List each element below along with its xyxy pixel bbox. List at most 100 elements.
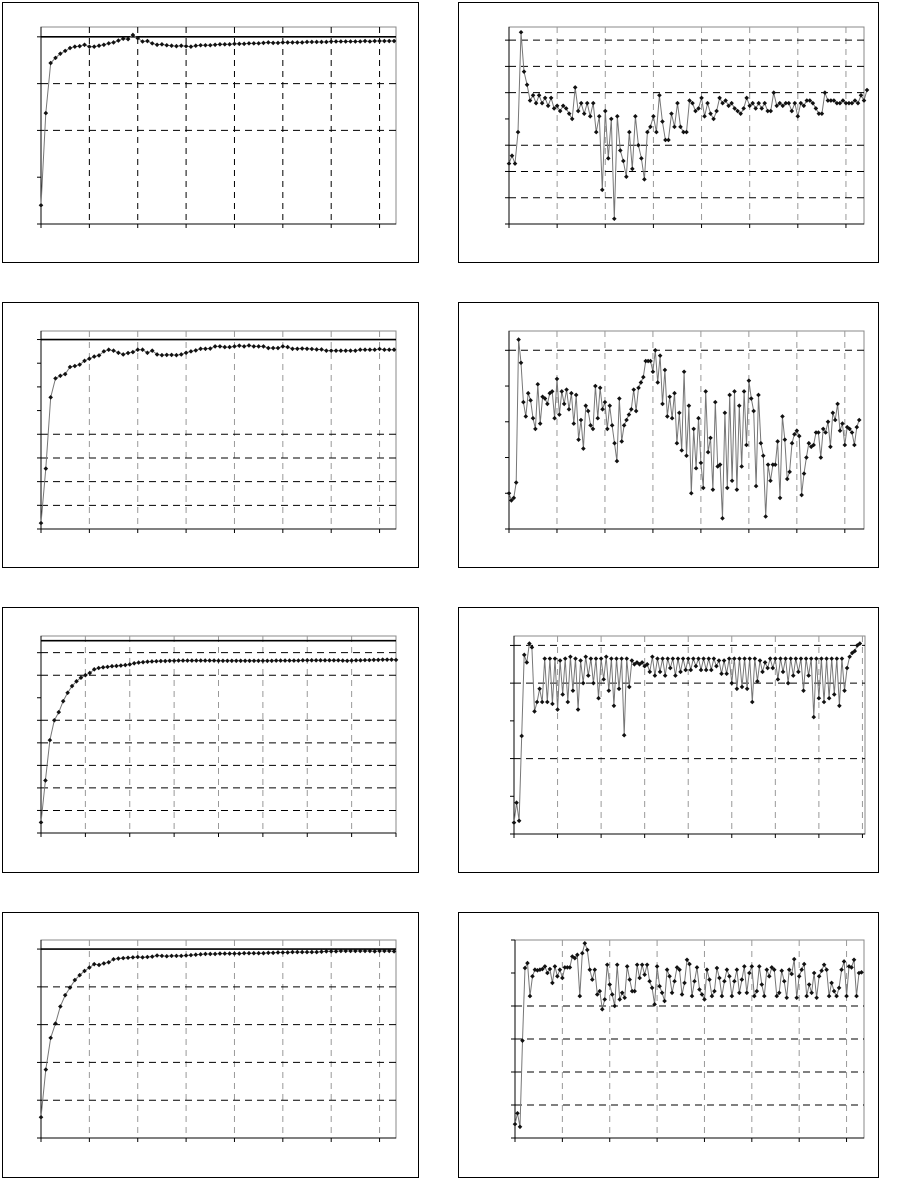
data-point	[535, 381, 541, 387]
data-point	[222, 344, 228, 350]
data-point	[164, 352, 170, 358]
data-point	[242, 658, 248, 664]
data-point	[131, 660, 137, 666]
data-point	[742, 656, 747, 661]
data-point	[824, 656, 829, 661]
data-point	[771, 90, 777, 95]
data-point	[785, 680, 791, 686]
data-point	[513, 480, 519, 485]
data-point	[183, 953, 189, 958]
data-point	[782, 437, 788, 442]
data-point	[744, 990, 750, 996]
data-point	[616, 686, 622, 692]
data-point	[552, 964, 558, 969]
data-point	[584, 947, 590, 953]
data-point	[818, 455, 824, 460]
data-point	[251, 41, 257, 46]
data-point	[811, 442, 816, 448]
data-point	[375, 657, 381, 663]
data-point	[703, 667, 709, 673]
data-point	[855, 100, 861, 106]
data-point	[227, 951, 232, 956]
data-point	[855, 643, 860, 648]
data-point	[207, 658, 212, 663]
data-point	[520, 1038, 525, 1043]
data-point	[629, 406, 634, 412]
data-point	[796, 433, 802, 439]
data-point	[669, 990, 675, 996]
data-point	[43, 778, 48, 783]
data-point	[755, 678, 760, 684]
line-chart-6	[510, 635, 866, 838]
data-point	[819, 968, 824, 973]
data-point	[849, 100, 855, 106]
data-point	[757, 964, 762, 969]
data-point	[236, 41, 242, 47]
data-point	[662, 998, 667, 1004]
data-point	[618, 148, 623, 153]
data-point	[696, 415, 701, 421]
data-point	[779, 968, 785, 973]
data-point	[48, 60, 53, 66]
data-point	[816, 111, 822, 116]
data-point	[290, 40, 295, 45]
data-point	[521, 399, 526, 405]
data-point	[135, 347, 141, 353]
data-point	[169, 953, 174, 959]
data-point	[593, 383, 598, 389]
data-point	[109, 663, 115, 669]
data-point	[767, 656, 773, 661]
data-point	[684, 957, 690, 963]
data-point	[528, 398, 533, 403]
data-point	[739, 684, 745, 690]
data-point	[846, 964, 852, 969]
data-point	[111, 40, 116, 45]
data-point	[801, 961, 807, 967]
data-point	[632, 661, 637, 667]
data-point	[687, 961, 692, 967]
data-point	[636, 142, 641, 148]
data-point	[524, 660, 530, 665]
data-point	[677, 967, 682, 972]
data-point	[372, 949, 378, 954]
data-point	[542, 95, 548, 101]
data-point	[674, 440, 680, 446]
data-point	[702, 114, 707, 119]
data-point	[575, 707, 581, 712]
data-point	[532, 967, 538, 972]
data-point	[632, 988, 637, 994]
data-point	[554, 376, 560, 382]
data-point	[837, 703, 842, 709]
data-point	[771, 967, 777, 972]
data-point	[261, 40, 266, 46]
data-point	[236, 343, 242, 348]
data-point	[691, 426, 696, 432]
data-point	[708, 435, 713, 441]
data-point	[171, 658, 177, 664]
data-point	[639, 962, 645, 968]
data-point	[657, 92, 662, 98]
data-point	[509, 498, 514, 503]
data-point	[145, 659, 150, 664]
data-point	[847, 654, 852, 660]
data-point	[813, 106, 819, 111]
data-point	[328, 39, 334, 44]
data-point	[796, 669, 801, 675]
data-point	[727, 974, 732, 979]
data-point	[82, 358, 87, 364]
data-point	[533, 426, 538, 432]
data-point	[723, 98, 728, 103]
data-point	[667, 665, 673, 671]
data-point	[140, 39, 145, 44]
data-point	[227, 344, 232, 350]
data-point	[140, 659, 146, 665]
data-point	[183, 43, 189, 49]
data-point	[759, 106, 765, 111]
data-point	[534, 699, 540, 705]
data-point	[594, 992, 600, 997]
data-point	[580, 680, 586, 686]
data-point	[726, 103, 731, 109]
data-point	[603, 654, 609, 660]
data-point	[561, 401, 567, 407]
line-chart-1	[37, 26, 397, 228]
